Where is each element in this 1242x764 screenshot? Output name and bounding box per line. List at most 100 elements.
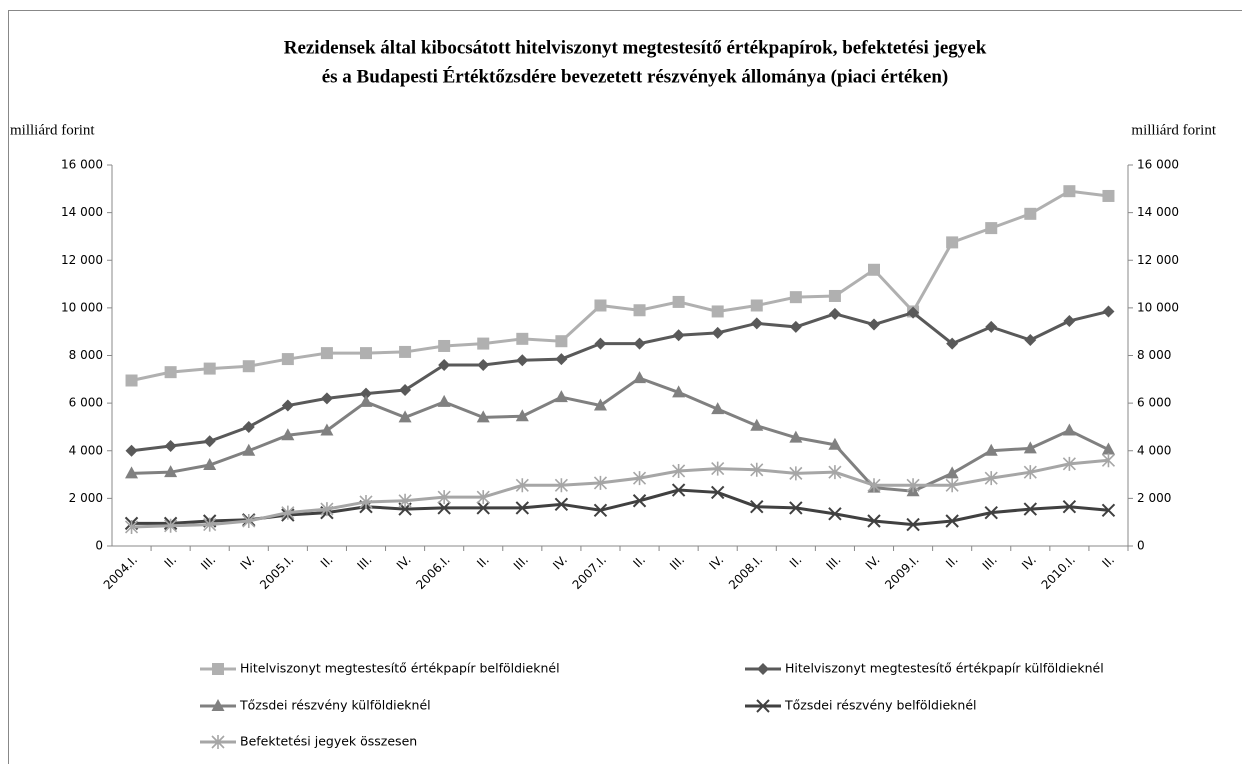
marker	[828, 307, 841, 320]
marker	[1101, 442, 1115, 455]
legend-label: Befektetési jegyek összesen	[240, 734, 417, 749]
y-tick-label: 4 000	[69, 443, 103, 457]
marker	[789, 430, 803, 443]
marker	[1062, 456, 1076, 471]
x-tick-label: II.	[631, 553, 649, 571]
marker	[476, 410, 490, 423]
marker	[1101, 453, 1116, 468]
x-tick-label: 2010.I.	[1039, 553, 1078, 592]
x-tick-label: III.	[980, 553, 1000, 573]
legend-label: Hitelviszonyt megtestesítő értékpapír be…	[240, 661, 560, 676]
x-tick-label: II.	[787, 553, 805, 571]
x-tick-label: IV.	[1019, 553, 1039, 573]
marker	[360, 347, 372, 360]
marker	[789, 466, 803, 481]
x-tick-label: III.	[823, 553, 843, 573]
x-tick-label: III.	[198, 553, 218, 573]
marker	[164, 518, 178, 533]
legend-marker	[757, 663, 769, 675]
marker	[1023, 465, 1037, 480]
y2-tick-label: 14 000	[1137, 205, 1179, 219]
marker	[945, 478, 959, 493]
marker	[125, 444, 138, 457]
x-tick-label: IV.	[706, 553, 726, 573]
marker	[1023, 502, 1038, 516]
marker	[710, 485, 725, 500]
x-tick-label: 2006.I.	[413, 553, 452, 592]
marker	[555, 353, 568, 366]
marker	[1101, 503, 1116, 517]
marker	[750, 462, 764, 477]
legend-marker	[211, 699, 225, 711]
marker	[945, 466, 959, 479]
marker	[281, 399, 294, 412]
y-tick-label: 2 000	[69, 491, 103, 505]
marker	[672, 329, 685, 342]
x-tick-label: II.	[474, 553, 492, 571]
legend-label: Tőzsdei részvény belföldieknél	[784, 698, 976, 713]
series-line	[131, 376, 1110, 493]
series	[125, 185, 1115, 387]
marker	[281, 428, 295, 441]
marker	[789, 291, 802, 304]
marker	[203, 435, 216, 448]
marker	[867, 478, 881, 493]
marker	[828, 465, 842, 480]
marker	[320, 347, 333, 360]
y2-tick-label: 2 000	[1137, 491, 1171, 505]
marker	[868, 318, 880, 331]
marker	[984, 471, 998, 486]
marker	[867, 514, 881, 528]
marker	[593, 503, 608, 517]
marker	[672, 463, 686, 478]
y2-tick-label: 12 000	[1137, 253, 1179, 267]
marker	[984, 443, 998, 456]
x-tick-label: II.	[162, 553, 180, 571]
marker	[985, 222, 998, 235]
marker	[828, 289, 841, 302]
x-tick-label: III.	[354, 553, 374, 573]
series	[124, 483, 1116, 532]
marker	[476, 490, 490, 505]
marker	[946, 337, 959, 350]
marker	[1063, 185, 1076, 198]
marker	[320, 423, 334, 436]
y2-tick-label: 8 000	[1137, 348, 1171, 362]
series-line	[131, 189, 1109, 382]
marker	[711, 402, 725, 415]
marker	[906, 517, 920, 532]
x-tick-label: IV.	[238, 553, 258, 573]
marker	[632, 494, 647, 508]
marker	[906, 478, 920, 493]
marker	[203, 517, 217, 532]
marker	[672, 295, 685, 308]
y-tick-label: 16 000	[61, 158, 103, 172]
marker	[281, 505, 295, 520]
marker	[671, 483, 686, 497]
marker	[907, 306, 920, 319]
marker	[750, 418, 764, 431]
marker	[1023, 441, 1037, 454]
marker	[750, 299, 763, 312]
chart-title: és a Budapesti Értéktőzsdére bevezetett …	[322, 65, 949, 87]
marker	[164, 439, 177, 452]
marker	[242, 420, 255, 433]
marker	[477, 337, 490, 350]
marker	[437, 394, 451, 407]
marker	[360, 387, 372, 400]
y-tick-label: 6 000	[69, 396, 103, 410]
marker	[515, 409, 529, 422]
marker	[437, 501, 451, 515]
marker	[438, 359, 451, 372]
marker	[1024, 207, 1037, 220]
marker	[593, 398, 607, 411]
marker	[125, 374, 138, 387]
marker	[242, 443, 256, 456]
marker	[164, 465, 178, 478]
marker	[593, 475, 608, 490]
marker	[672, 385, 686, 398]
x-tick-label: III.	[667, 553, 687, 573]
marker	[164, 366, 177, 379]
x-tick-label: IV.	[394, 553, 414, 573]
